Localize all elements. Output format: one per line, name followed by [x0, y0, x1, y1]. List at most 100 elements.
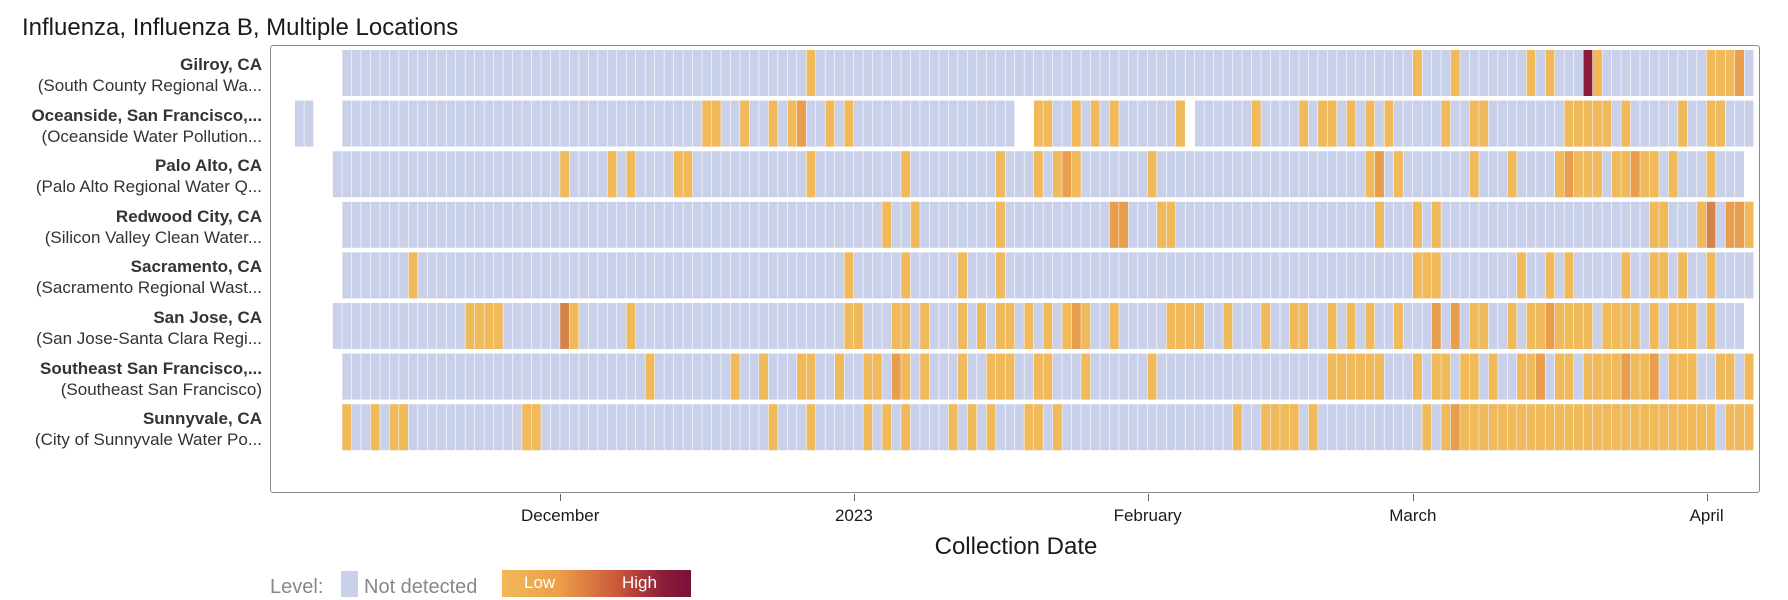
cell-not-detected — [1052, 353, 1062, 400]
row-label: San Jose, CA (San Jose-Santa Clara Regi..… — [0, 307, 262, 349]
row-site: (Palo Alto Regional Water Q... — [35, 177, 262, 197]
cell-not-detected — [474, 50, 484, 96]
cell-not-detected — [1375, 50, 1384, 96]
cell-not-detected — [797, 303, 806, 349]
cell-not-detected — [1545, 100, 1555, 147]
cell-not-detected — [636, 100, 645, 147]
cell-not-detected — [1678, 50, 1688, 96]
cell-detection — [1195, 303, 1204, 349]
cell-not-detected — [636, 50, 645, 96]
cell-not-detected — [730, 252, 740, 299]
cell-not-detected — [1697, 353, 1707, 400]
cell-not-detected — [1280, 303, 1290, 349]
cell-not-detected — [1242, 201, 1252, 248]
cell-detection — [626, 303, 636, 349]
cell-not-detected — [484, 100, 494, 147]
cell-not-detected — [1573, 353, 1583, 400]
cell-not-detected — [1251, 303, 1261, 349]
cell-not-detected — [664, 303, 674, 349]
cell-not-detected — [1507, 252, 1517, 299]
cell-not-detected — [588, 151, 598, 198]
cell-not-detected — [370, 201, 380, 248]
cell-not-detected — [617, 353, 626, 400]
cell-not-detected — [834, 100, 844, 147]
cell-not-detected — [977, 404, 986, 451]
cell-detection — [465, 303, 475, 349]
cell-detection — [901, 151, 911, 198]
cell-not-detected — [1062, 404, 1072, 451]
cell-not-detected — [1611, 100, 1621, 147]
cell-not-detected — [1697, 303, 1707, 349]
cell-not-detected — [673, 100, 683, 147]
cell-detection — [1725, 50, 1735, 96]
cell-not-detected — [702, 201, 712, 248]
cell-not-detected — [863, 303, 873, 349]
row-label: Redwood City, CA (Silicon Valley Clean Wa… — [0, 206, 262, 248]
cell-not-detected — [1450, 201, 1460, 248]
cell-not-detected — [361, 151, 371, 198]
cell-detection — [1270, 404, 1280, 451]
x-tick-label: April — [1689, 506, 1724, 525]
cell-not-detected — [598, 404, 607, 451]
cell-not-detected — [1649, 50, 1659, 96]
cell-not-detected — [399, 100, 409, 147]
cell-detection — [1280, 404, 1290, 451]
cell-not-detected — [1337, 404, 1346, 451]
cell-not-detected — [1261, 100, 1271, 147]
cell-not-detected — [1005, 100, 1015, 147]
cell-not-detected — [522, 252, 532, 299]
cell-not-detected — [588, 100, 598, 147]
row-site: (City of Sunnyvale Water Po... — [34, 430, 262, 450]
cell-not-detected — [1185, 252, 1195, 299]
cell-not-detected — [1659, 151, 1669, 198]
cell-not-detected — [1251, 201, 1261, 248]
cell-not-detected — [1697, 100, 1707, 147]
cell-not-detected — [370, 353, 380, 400]
cell-not-detected — [418, 252, 427, 299]
cell-not-detected — [361, 303, 371, 349]
cell-not-detected — [1327, 151, 1337, 198]
cell-detection — [702, 100, 712, 147]
cell-not-detected — [484, 151, 494, 198]
cell-not-detected — [560, 252, 570, 299]
cell-not-detected — [342, 201, 352, 248]
cell-not-detected — [1270, 100, 1280, 147]
cell-detection — [996, 201, 1005, 248]
cell-detection — [493, 303, 503, 349]
cell-not-detected — [1735, 303, 1744, 349]
cell-not-detected — [977, 50, 986, 96]
cell-detection — [1526, 353, 1536, 400]
cell-not-detected — [1081, 100, 1091, 147]
cell-not-detected — [1261, 151, 1271, 198]
cell-not-detected — [929, 201, 939, 248]
cell-detection — [673, 151, 683, 198]
cell-detection — [1498, 404, 1508, 451]
cell-not-detected — [1128, 201, 1138, 248]
cell-not-detected — [437, 353, 446, 400]
cell-detection — [1678, 100, 1688, 147]
cell-not-detected — [834, 151, 844, 198]
cell-detection — [1659, 201, 1669, 248]
cell-not-detected — [493, 404, 503, 451]
cell-not-detected — [1346, 404, 1356, 451]
cell-detection — [1735, 404, 1744, 451]
cell-not-detected — [1232, 100, 1242, 147]
cell-not-detected — [598, 303, 607, 349]
cell-not-detected — [1024, 151, 1034, 198]
cell-detection — [1507, 404, 1517, 451]
cell-not-detected — [740, 252, 750, 299]
row-location: Gilroy, CA — [180, 55, 262, 74]
cell-not-detected — [1157, 252, 1166, 299]
cell-not-detected — [673, 353, 683, 400]
cell-not-detected — [493, 353, 503, 400]
cell-not-detected — [1716, 252, 1725, 299]
cell-not-detected — [920, 100, 930, 147]
cell-not-detected — [380, 151, 390, 198]
cell-not-detected — [1441, 252, 1451, 299]
cell-not-detected — [380, 100, 390, 147]
cell-not-detected — [1157, 100, 1166, 147]
cell-not-detected — [1488, 151, 1498, 198]
cell-not-detected — [598, 201, 607, 248]
cell-not-detected — [1232, 353, 1242, 400]
cell-not-detected — [806, 100, 816, 147]
